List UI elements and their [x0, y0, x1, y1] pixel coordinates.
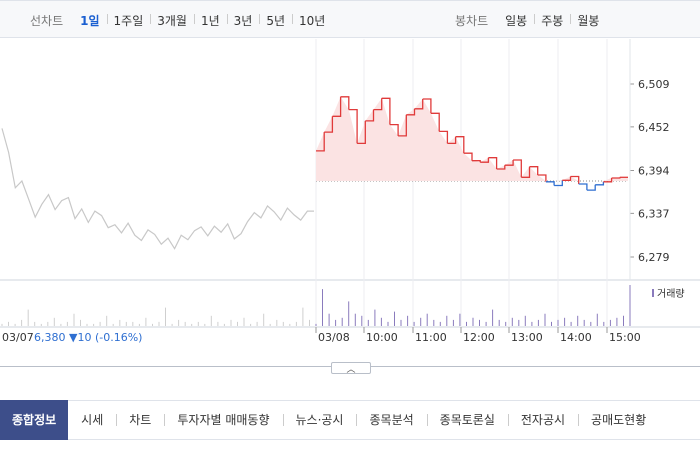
x-tick-label: 14:00 [560, 331, 592, 344]
price-line-segment [455, 136, 465, 154]
price-line-segment [439, 130, 449, 144]
tab-short-selling[interactable]: 공매도현황 [578, 400, 659, 440]
price-line-segment [373, 98, 383, 111]
price-line-segment [406, 108, 416, 116]
tab-discussion[interactable]: 종목토론실 [426, 400, 508, 440]
price-line-segment [324, 116, 334, 133]
tab-weekly-candle[interactable]: 주봉 [534, 12, 570, 29]
tab-3m[interactable]: 3개월 [150, 12, 194, 29]
price-line-segment [340, 96, 350, 110]
tab-e-disclosure[interactable]: 전자공시 [507, 400, 578, 440]
x-tick-label: 10:00 [366, 331, 398, 344]
tab-overview[interactable]: 종합정보 [0, 400, 69, 440]
tab-1y[interactable]: 1년 [193, 12, 227, 29]
price-line-segment [504, 160, 514, 166]
candle-chart-label: 봉차트 [455, 13, 489, 28]
tab-1d[interactable]: 1일 [80, 13, 100, 28]
price-area-fill [316, 96, 628, 182]
price-line-segment [332, 96, 342, 117]
prev-day-price-line [1, 128, 314, 250]
price-line-segment [554, 180, 563, 187]
price-line-segment [545, 181, 555, 186]
price-line-segment [603, 178, 613, 183]
tab-1w[interactable]: 1주일 [106, 12, 151, 29]
x-tick-label: 15:00 [609, 331, 641, 344]
line-chart-label: 선차트 [30, 13, 64, 28]
x-tick-label: 12:00 [463, 331, 495, 344]
x-tick-label: 03/08 [318, 331, 350, 344]
price-line-segment [365, 109, 375, 122]
collapse-chart-button[interactable]: ︿ [331, 362, 371, 375]
price-line-segment [430, 112, 440, 132]
y-tick-label: 6,509 [638, 78, 670, 91]
price-line-segment [595, 181, 605, 186]
tab-10y[interactable]: 10년 [292, 12, 332, 29]
price-line-segment [513, 159, 522, 178]
price-line-segment [537, 174, 547, 182]
y-tick-label: 6,394 [638, 165, 670, 178]
price-line-segment [570, 175, 580, 184]
tab-news-disclosure[interactable]: 뉴스·공시 [282, 400, 357, 440]
price-line-segment [496, 165, 506, 170]
price-line-segment [480, 157, 490, 163]
price-line-segment [562, 176, 572, 181]
volume-legend-label: 거래량 [657, 288, 685, 300]
tab-5y[interactable]: 5년 [259, 12, 292, 29]
tab-analysis[interactable]: 종목분석 [356, 400, 426, 440]
x-tick-label: 03/07 [2, 331, 34, 344]
price-line-segment [381, 97, 391, 125]
price-line-segment [578, 183, 588, 191]
price-line-segment [447, 136, 457, 145]
price-line-segment [529, 166, 539, 175]
tab-chart[interactable]: 차트 [116, 400, 164, 440]
y-tick-label: 6,452 [638, 121, 670, 134]
tab-daily-candle[interactable]: 일봉 [505, 13, 528, 28]
price-line-segment [357, 120, 366, 145]
price-line-segment [316, 132, 325, 152]
price-line-segment [521, 166, 531, 178]
price-line-segment [611, 177, 621, 179]
tab-3y[interactable]: 3년 [226, 12, 260, 29]
price-line-segment [414, 99, 424, 110]
x-tick-label: 11:00 [415, 331, 447, 344]
y-tick-label: 6,279 [638, 251, 670, 264]
tab-investor-trading[interactable]: 투자자별 매매동향 [164, 400, 282, 440]
price-chart-svg: 03/07 03/08 10:00 11:00 12:00 13:00 14:00 15:00… [0, 39, 700, 352]
price-line-segment [398, 114, 407, 137]
price-line-segment [463, 152, 473, 161]
volume-legend-swatch [652, 289, 654, 297]
stock-menu-tabs: 종합정보 시세 차트 투자자별 매매동향 뉴스·공시 종목분석 종목토론실 전자… [0, 400, 700, 440]
y-tick-label: 6,337 [638, 207, 670, 220]
tab-monthly-candle[interactable]: 월봉 [570, 12, 606, 29]
chart-period-bar: 선차트 1일 1주일 3개월 1년 3년 5년 10년 봉차트 일봉 주봉 월봉 [0, 0, 700, 38]
price-line-segment [389, 123, 399, 136]
tab-quotes[interactable]: 시세 [81, 413, 104, 427]
price-line-segment [422, 98, 432, 114]
chart-background [0, 39, 700, 352]
prev-close-quote: 6,380 ▼10 (-0.16%) [34, 331, 142, 344]
x-tick-label: 13:00 [511, 331, 543, 344]
price-line-segment [488, 157, 498, 169]
price-chart: 03/07 03/08 10:00 11:00 12:00 13:00 14:00 15:00… [0, 39, 700, 352]
price-line-segment [348, 108, 358, 144]
line-chart-group: 선차트 1일 1주일 3개월 1년 3년 5년 10년 [30, 1, 332, 39]
price-line-segment [586, 184, 596, 191]
chevron-up-icon: ︿ [346, 364, 356, 375]
candle-chart-group: 봉차트 일봉 주봉 월봉 [455, 1, 606, 39]
